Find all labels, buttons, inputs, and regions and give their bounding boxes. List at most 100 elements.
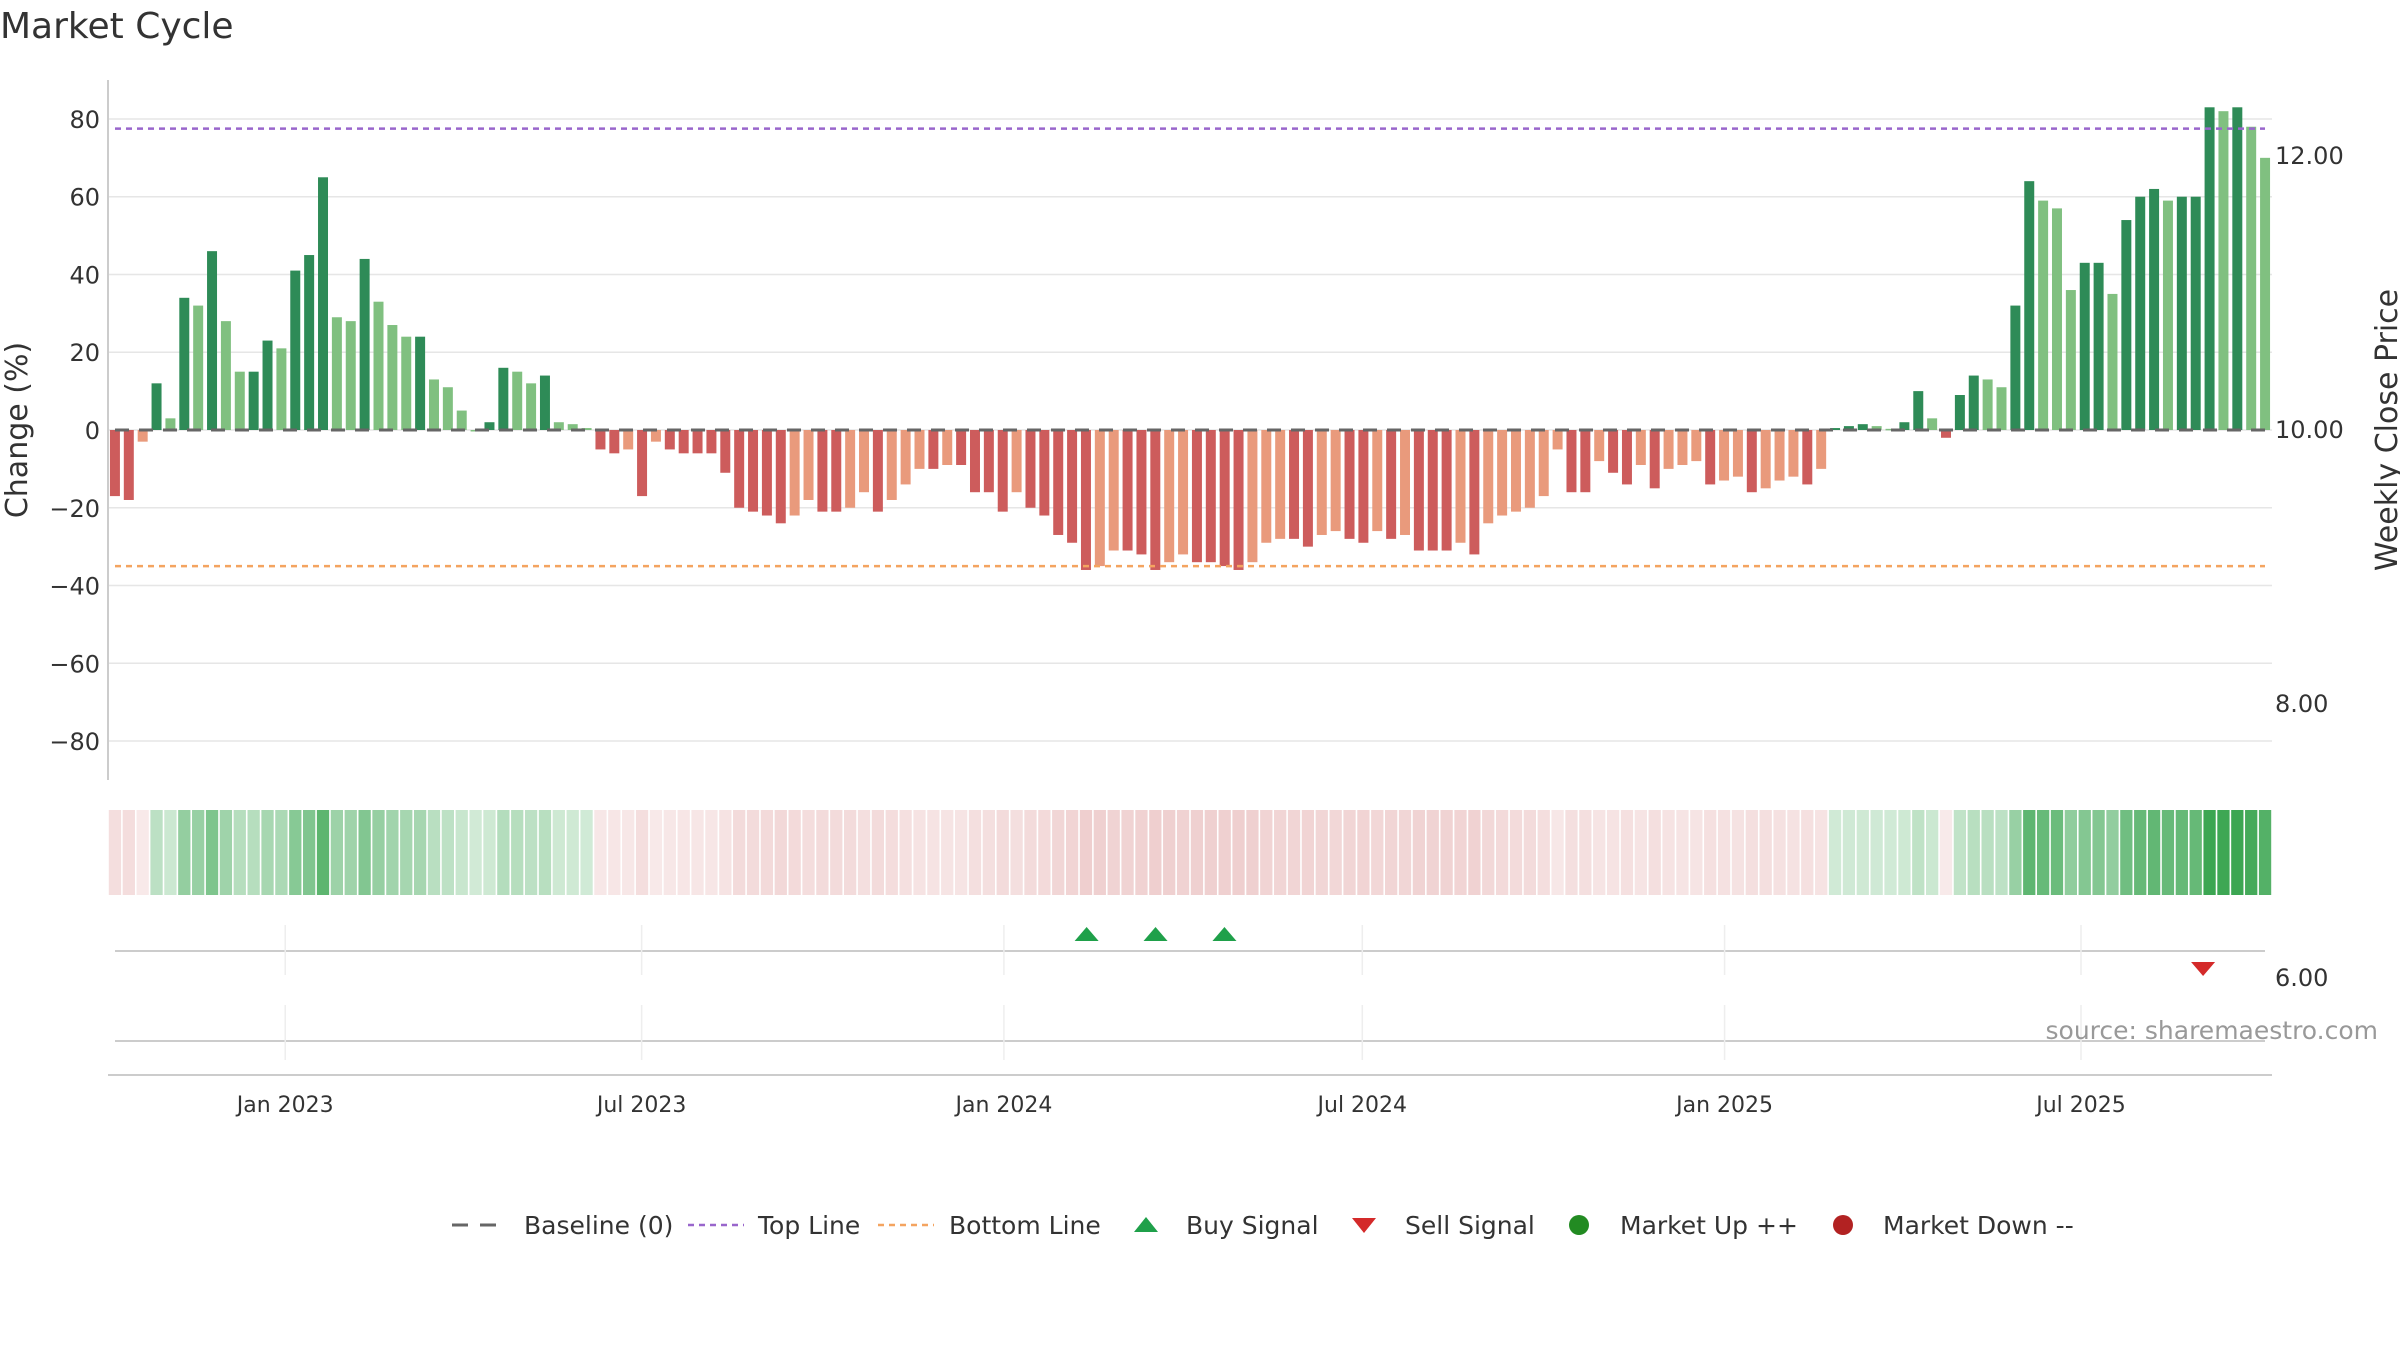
change-bar bbox=[609, 430, 620, 454]
heat-cell bbox=[233, 810, 246, 895]
change-bar bbox=[567, 424, 578, 430]
heat-cell bbox=[1454, 810, 1467, 895]
heat-cell bbox=[691, 810, 704, 895]
change-bar bbox=[304, 255, 315, 430]
change-bar bbox=[1247, 430, 1258, 563]
change-bar bbox=[1677, 430, 1688, 465]
legend-label: Top Line bbox=[757, 1211, 860, 1240]
heat-cell bbox=[1329, 810, 1342, 895]
sell-signal-marker bbox=[2191, 962, 2216, 976]
reference-lines bbox=[115, 127, 2265, 568]
change-bar bbox=[1108, 430, 1119, 551]
heat-cell bbox=[1565, 810, 1578, 895]
heat-cell bbox=[844, 810, 857, 895]
heat-cell bbox=[1828, 810, 1842, 895]
heat-cell bbox=[2258, 810, 2272, 895]
heat-cell bbox=[164, 810, 177, 895]
change-bar bbox=[1885, 428, 1896, 431]
heat-cell bbox=[580, 810, 593, 895]
heat-cell bbox=[2092, 810, 2105, 895]
heat-cell bbox=[1898, 810, 1911, 895]
heat-cell bbox=[1274, 810, 1287, 895]
change-bar bbox=[1275, 430, 1286, 539]
heat-cell bbox=[608, 810, 621, 895]
heat-cell bbox=[1343, 810, 1356, 895]
heat-cell bbox=[802, 810, 815, 895]
heat-cell bbox=[524, 810, 538, 895]
heat-cell bbox=[1648, 810, 1661, 895]
change-bar bbox=[1302, 430, 1313, 547]
heat-cell bbox=[719, 810, 732, 895]
heat-cell bbox=[1398, 810, 1412, 895]
y-axis-right-title: Weekly Close Price bbox=[2370, 289, 2400, 571]
y-tick-left: 60 bbox=[69, 184, 100, 212]
change-bar bbox=[1746, 430, 1757, 493]
change-bar bbox=[2107, 293, 2118, 430]
heat-cell bbox=[2036, 810, 2050, 895]
legend-market-up-icon bbox=[1569, 1215, 1589, 1235]
change-bar bbox=[428, 379, 439, 430]
change-bar bbox=[2218, 111, 2229, 431]
change-bar bbox=[748, 430, 759, 512]
heat-cell bbox=[1482, 810, 1495, 895]
heat-cell bbox=[2175, 810, 2188, 895]
change-bar bbox=[345, 321, 356, 430]
change-bar bbox=[318, 177, 329, 430]
heat-cell bbox=[303, 810, 316, 895]
change-bar bbox=[1344, 430, 1355, 539]
change-bar bbox=[1191, 430, 1202, 563]
heat-cell bbox=[1926, 810, 1939, 895]
heat-cell bbox=[1038, 810, 1051, 895]
change-bar bbox=[1400, 430, 1411, 535]
change-bar bbox=[1136, 430, 1147, 555]
change-bar bbox=[1358, 430, 1369, 543]
heat-cell bbox=[316, 810, 330, 895]
change-bar bbox=[581, 428, 592, 430]
heat-cell bbox=[261, 810, 274, 895]
change-bar bbox=[664, 430, 675, 450]
change-bar bbox=[1455, 430, 1466, 543]
x-tick-label: Jul 2025 bbox=[2034, 1093, 2126, 1118]
heat-cell bbox=[441, 810, 454, 895]
heat-cell bbox=[2189, 810, 2202, 895]
heat-cell bbox=[344, 810, 357, 895]
change-bar bbox=[2232, 107, 2243, 431]
change-bar bbox=[123, 430, 134, 500]
heat-cell bbox=[1537, 810, 1550, 895]
change-bar bbox=[692, 430, 703, 454]
y-tick-left: −80 bbox=[49, 728, 100, 756]
change-bar bbox=[553, 422, 564, 430]
change-bar bbox=[1261, 430, 1272, 543]
heat-cell bbox=[663, 810, 676, 895]
change-bar bbox=[2079, 262, 2090, 430]
change-bar bbox=[595, 430, 606, 450]
change-bar bbox=[1386, 430, 1397, 539]
change-bar bbox=[886, 430, 897, 500]
change-bar bbox=[1413, 430, 1424, 551]
heat-cell bbox=[1551, 810, 1564, 895]
heat-cell bbox=[1357, 810, 1370, 895]
y-tick-right: 10.00 bbox=[2275, 416, 2344, 444]
grid-lines bbox=[108, 118, 2272, 742]
change-bar bbox=[914, 430, 925, 469]
change-bar bbox=[1857, 424, 1868, 430]
heat-cell bbox=[705, 810, 718, 895]
change-bar bbox=[179, 297, 190, 430]
y-tick-left: −40 bbox=[49, 573, 100, 601]
change-bar bbox=[1316, 430, 1327, 535]
change-bar bbox=[1719, 430, 1730, 481]
heat-cell bbox=[1495, 810, 1509, 895]
heat-cell bbox=[1856, 810, 1869, 895]
heat-cell bbox=[1287, 810, 1301, 895]
change-bar bbox=[401, 336, 412, 430]
change-bar bbox=[526, 383, 537, 430]
x-tick-label: Jul 2024 bbox=[1316, 1093, 1408, 1118]
heat-cell bbox=[219, 810, 233, 895]
change-bar bbox=[1663, 430, 1674, 469]
change-bar bbox=[1691, 430, 1702, 462]
heat-cell bbox=[1815, 810, 1828, 895]
change-bar bbox=[1552, 430, 1563, 450]
heat-cell bbox=[122, 810, 135, 895]
heat-cell bbox=[2078, 810, 2091, 895]
change-bar bbox=[109, 430, 120, 497]
